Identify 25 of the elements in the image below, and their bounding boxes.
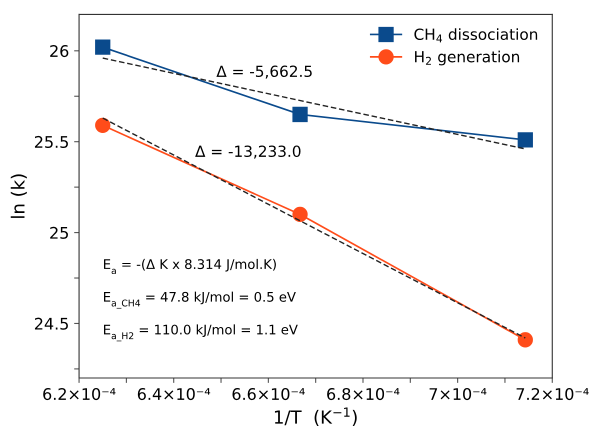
y-tick-label: 26	[50, 45, 68, 58]
annotation: Ea = -(Δ K x 8.314 J/mol.K)	[104, 258, 276, 274]
x-tick-label: 6.8×10⁻⁴	[327, 388, 400, 400]
x-tick-label: 7.2×10⁻⁴	[516, 388, 589, 400]
x-tick-label: 7×10⁻⁴	[430, 388, 486, 400]
y-tick-label: 25.5	[34, 136, 68, 148]
annotation: Δ = -13,233.0	[195, 145, 300, 159]
x-tick-label: 6.2×10⁻⁴	[43, 388, 116, 400]
point	[95, 118, 110, 133]
x-tick-label: 6.6×10⁻⁴	[232, 388, 305, 400]
x-tick-label: 6.4×10⁻⁴	[138, 388, 210, 400]
y-tick-label: 24.5	[34, 318, 68, 330]
y-axis-title: ln (k)	[10, 174, 27, 218]
annotation: Ea_H2 = 110.0 kJ/mol = 1.1 eV	[104, 324, 298, 342]
point	[518, 132, 533, 148]
point	[518, 332, 533, 348]
point	[95, 40, 110, 55]
point	[292, 206, 308, 222]
annotation: Δ = -5,662.5	[216, 65, 312, 79]
annotation: Ea_CH4 = 47.8 kJ/mol = 0.5 eV	[104, 292, 296, 309]
point	[292, 106, 308, 122]
x-axis-title: 1/T (K$^{−1}$)	[274, 408, 357, 426]
y-tick-label: 25	[50, 226, 68, 239]
legend-label: CH$_{4}$ dissociation	[414, 28, 538, 42]
legend-label: H$_{2}$ generation	[415, 50, 520, 66]
